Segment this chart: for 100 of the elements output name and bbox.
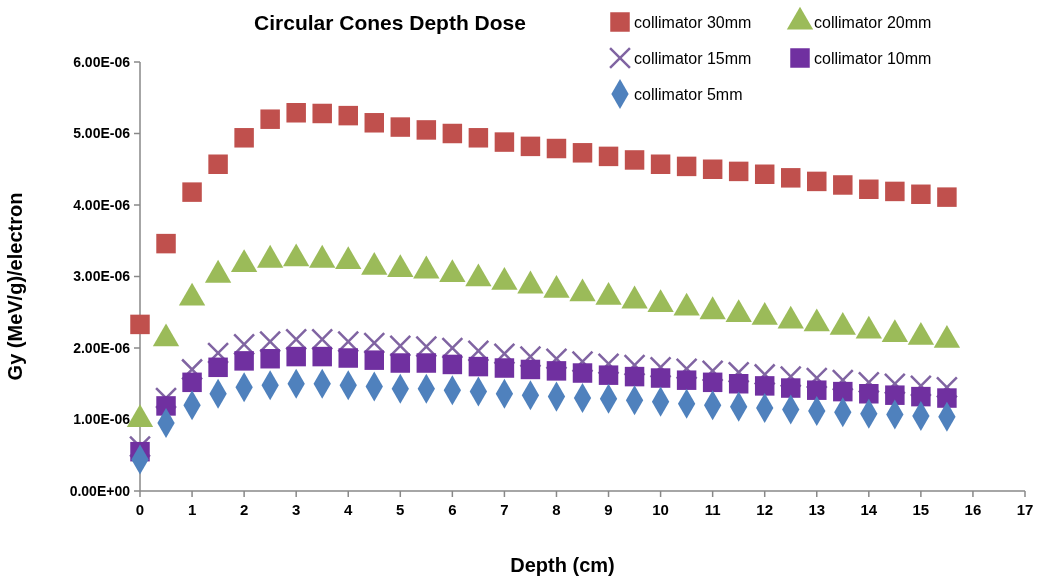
point [807,171,827,192]
point [624,150,645,170]
point [935,376,959,399]
point [208,154,228,174]
point [883,372,907,395]
y-axis-title: Gy (MeV/g)/electron [4,192,26,381]
x-tick-label: 9 [604,501,613,518]
point [597,352,620,375]
point [885,385,905,405]
point [390,117,411,137]
point [520,136,541,157]
point [911,386,931,407]
point [232,333,256,356]
point [571,350,594,373]
legend-label: collimator 5mm [634,85,743,103]
point [234,128,254,148]
point [780,378,801,398]
x-axis-title: Depth (cm) [510,554,615,576]
x-tick-label: 11 [704,501,721,518]
point [753,363,776,386]
point [937,187,957,207]
point [857,371,881,394]
point [390,353,411,373]
point [182,372,202,393]
point [130,314,150,335]
point [415,335,438,358]
point [363,331,386,355]
point [260,348,280,369]
point [519,345,542,368]
point [286,103,306,123]
point [779,365,802,388]
point [468,356,489,377]
point [624,366,645,387]
point [312,346,332,367]
point [859,179,879,200]
x-tick-label: 4 [344,501,354,518]
point [312,103,332,124]
point [442,123,463,144]
point [649,356,672,379]
point [156,233,176,254]
point [546,361,567,381]
point [494,358,515,378]
point [545,347,568,370]
legend-label: collimator 20mm [814,13,932,31]
point [467,339,490,363]
point [520,359,541,380]
y-tick-label: 0.00E+00 [69,482,131,499]
point [675,357,698,380]
point [676,156,697,177]
point [676,370,697,390]
point [833,175,853,195]
x-tick-label: 12 [756,501,774,518]
point [260,109,280,129]
point [258,330,282,353]
point [493,342,516,365]
point [598,146,619,167]
point [805,366,828,390]
point [337,330,360,353]
x-tick-label: 1 [187,501,197,518]
point [780,168,801,188]
point [911,184,931,205]
point [468,128,489,148]
x-tick-label: 15 [912,501,930,518]
point [598,365,619,385]
y-tick-label: 5.00E-06 [73,125,131,142]
point [338,105,358,126]
point [728,161,749,182]
x-tick-label: 7 [500,501,509,518]
point [650,154,671,174]
point [208,357,228,378]
point [182,182,202,202]
x-tick-label: 3 [292,501,301,518]
point [416,353,437,373]
legend-label: collimator 30mm [634,13,752,31]
chart-title: Circular Cones Depth Dose [254,11,526,34]
x-tick-label: 13 [808,501,826,518]
x-tick-label: 5 [396,501,405,518]
point [442,354,463,375]
y-tick-label: 4.00E-06 [73,196,131,213]
point [859,384,879,404]
point [364,350,385,370]
legend-label: collimator 10mm [814,49,932,67]
x-tick-label: 2 [239,501,249,518]
point [284,328,308,351]
x-tick-label: 6 [448,501,457,518]
y-tick-label: 6.00E-06 [73,53,131,70]
x-tick-label: 16 [964,501,982,518]
point [702,159,723,179]
point [937,388,957,408]
point [180,358,204,381]
x-tick-label: 0 [135,501,145,518]
point [416,120,437,140]
point [234,351,254,371]
point [650,368,671,388]
x-tick-label: 17 [1016,501,1034,518]
y-tick-label: 3.00E-06 [73,268,131,285]
y-tick-label: 2.00E-06 [73,339,131,356]
point [494,132,515,152]
point [701,359,724,383]
point [831,368,854,392]
